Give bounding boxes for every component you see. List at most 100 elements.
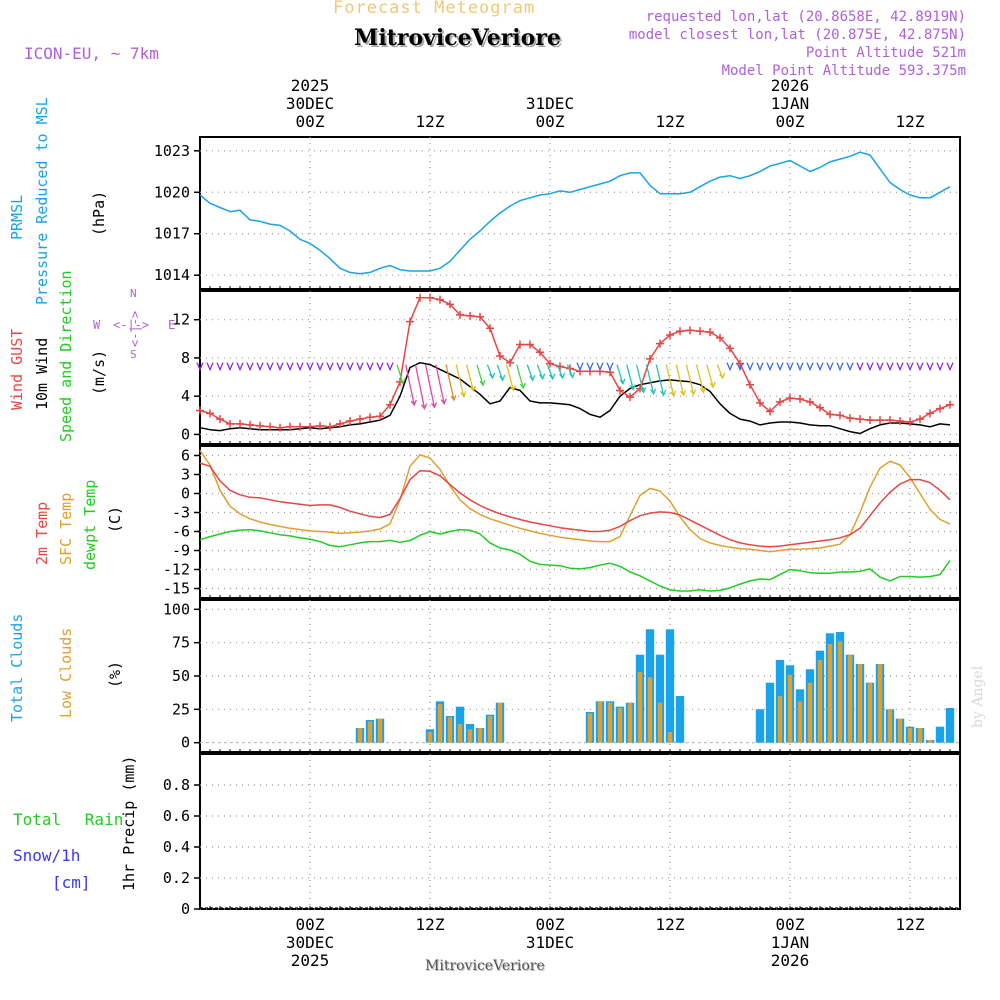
wind-dir-label: Speed and Direction (57, 270, 75, 442)
wind-gust-marker (886, 416, 894, 425)
precip-ytick-label: 0.6 (163, 807, 190, 825)
wind-dir-arrowhead (719, 372, 726, 380)
credit-watermark: by Angel (970, 665, 986, 728)
wind-gust-marker (696, 327, 704, 336)
wind-dir-arrow (336, 362, 344, 372)
wind-dir-arrow (546, 364, 554, 379)
wind-dir-arrowhead (539, 373, 546, 381)
wind-dir-arrow (616, 364, 624, 384)
temp-sfc-label: SFC Temp (57, 492, 75, 565)
wind-dir-arrow (756, 362, 764, 372)
wind-gust-marker (386, 400, 394, 409)
wind-dir-arrow (796, 362, 804, 372)
wind-dir-arrow (766, 362, 774, 372)
wind-dir-arrow (695, 364, 705, 393)
wind-gust-marker (656, 339, 664, 348)
wind-gust-marker (796, 395, 804, 404)
sfc-temp-line (199, 449, 951, 553)
wind-gust-marker (726, 344, 734, 353)
wind-gust-marker (846, 414, 854, 423)
wind-dir-arrowhead (489, 372, 496, 380)
pressure-ytick-label: 1017 (154, 225, 190, 243)
top-hour-label: 12Z (416, 112, 445, 131)
wind-dir-arrow (196, 362, 204, 372)
low-clouds-bar (617, 708, 623, 743)
wind-gust-marker (306, 422, 314, 431)
pressure-label-prmsl: PRMSL (8, 194, 26, 240)
top-date-label: 1JAN (771, 94, 810, 113)
model-name: ICON-EU, ~ 7km (24, 44, 159, 63)
wind-gust-marker (346, 417, 354, 426)
compass-vertical: <-|-> (128, 310, 142, 347)
wind-ytick-label: 8 (181, 349, 190, 367)
wind-dir-arrow (736, 362, 744, 372)
wind-dir-arrow (296, 362, 304, 372)
wind-dir-arrow (586, 362, 594, 372)
temp-ytick-label: 3 (181, 466, 190, 484)
wind-dir-arrow (816, 362, 824, 372)
wind-dir-arrowhead (450, 394, 457, 402)
wind-ytick-label: 4 (181, 387, 190, 405)
wind-gust-marker (856, 415, 864, 424)
low-clouds-bar (627, 702, 633, 743)
model-altitude: Model Point Altitude 593.375m (721, 63, 966, 79)
wind-dir-arrow (876, 362, 884, 372)
wind-dir-arrow (366, 362, 374, 372)
low-clouds-bar (497, 702, 503, 743)
wind-dir-arrowhead (670, 390, 677, 398)
wind-gust-marker (896, 417, 904, 426)
wind-dir-arrow (826, 362, 834, 372)
clouds-ytick-label: 25 (172, 700, 190, 718)
top-hour-label: 00Z (536, 112, 565, 131)
wind-dir-arrow (645, 364, 655, 394)
wind-gust-marker (366, 413, 374, 422)
wind-dir-arrow (776, 362, 784, 372)
top-year-label: 2026 (771, 76, 810, 95)
wind-gust-marker (296, 422, 304, 431)
wind-gust-marker (336, 419, 344, 428)
location-title: MitroviceVeriore (354, 25, 561, 51)
low-clouds-bar (607, 702, 613, 743)
low-clouds-bar (807, 682, 813, 743)
wind-dir-arrow (836, 362, 844, 372)
wind-dir-arrowhead (519, 382, 526, 390)
wind-gust-marker (756, 398, 764, 407)
dewpt-temp-line (199, 528, 951, 592)
wind-gust-marker (496, 352, 504, 361)
wind-dir-arrowhead (479, 379, 486, 387)
wind-gust-marker (646, 354, 654, 363)
clouds-low-label: Low Clouds (57, 627, 75, 718)
wind-gust-marker (826, 410, 834, 419)
total-clouds-bar (755, 709, 765, 743)
low-clouds-bar (817, 660, 823, 743)
wind-ytick-label: 0 (181, 425, 190, 443)
wind-dir-arrow (476, 364, 484, 386)
wind-dir-arrowhead (690, 389, 697, 396)
total-clouds-bar (665, 629, 675, 743)
wind-gust-marker (936, 404, 944, 413)
pressure-unit: (hPa) (90, 190, 108, 236)
wind-dir-arrow (916, 362, 924, 372)
low-clouds-bar (437, 704, 443, 743)
bottom-hour-label: 00Z (776, 915, 805, 934)
wind-dir-arrow (414, 364, 426, 409)
wind-dir-arrow (455, 364, 465, 397)
wind-dir-arrow (266, 362, 274, 372)
total-clouds-bar (675, 696, 685, 743)
precip-panel-frame (199, 753, 961, 910)
wind-dir-arrow (286, 362, 294, 372)
wind-dir-arrow (316, 362, 324, 372)
top-date-label: 31DEC (526, 94, 574, 113)
low-clouds-bar (447, 717, 453, 743)
wind-gust-marker (476, 312, 484, 321)
low-clouds-bar (867, 682, 873, 743)
low-clouds-bar (857, 664, 863, 743)
wind-dir-arrowhead (529, 374, 536, 382)
wind-gust-marker (666, 330, 674, 339)
wind-dir-arrow (376, 362, 384, 372)
pressure-ytick-label: 1014 (154, 266, 190, 284)
wind-10m-line (199, 361, 951, 435)
precip-ytick-label: 0 (181, 900, 190, 918)
wind-dir-arrow (536, 364, 544, 379)
